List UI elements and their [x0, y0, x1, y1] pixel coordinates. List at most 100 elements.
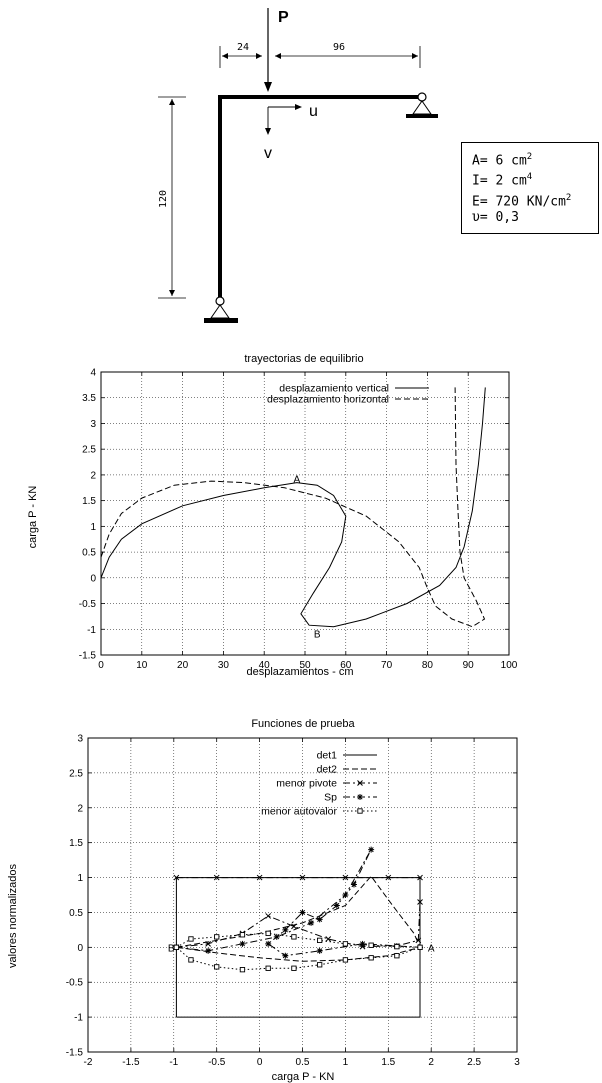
x-tick-label: 50: [299, 660, 311, 671]
chart-body: 0 10 20 30 40 50 60 70 80 90 100 -1.5 -1 -0.5 0 0.5 1 1.5…: [79, 368, 518, 672]
v-arrowhead: [265, 128, 271, 135]
data-point: [357, 808, 363, 814]
x-tick-label: 1: [343, 1057, 349, 1068]
data-point: [205, 940, 211, 947]
data-point: [265, 930, 271, 937]
series-3: [173, 846, 424, 959]
data-point: [317, 962, 323, 968]
x-tick-label: 0.5: [296, 1057, 310, 1068]
y-tick-label: 1.5: [69, 838, 83, 849]
legend-label: menor autovalor: [261, 806, 337, 818]
data-point: [188, 957, 194, 963]
y-tick-label: 2: [90, 470, 96, 481]
data-point: [394, 953, 400, 959]
chart-body: -2 -1.5 -1 -0.5 0 0.5 1 1.5 2 2.5 3-1.5-1-0.500.51…: [66, 734, 520, 1069]
dim-arrowhead: [169, 290, 175, 296]
data-point: [282, 926, 289, 933]
data-point: [291, 923, 297, 930]
series-0: [100, 387, 486, 628]
data-point: [265, 913, 272, 919]
x-tick-label: 0: [98, 660, 104, 671]
data-point: [308, 919, 315, 926]
dim-arrowhead: [275, 53, 281, 59]
data-point: [239, 940, 246, 947]
dim-height-label: 120: [158, 190, 169, 208]
dim-arrowhead: [169, 99, 175, 105]
series-line: [176, 849, 421, 957]
data-point: [265, 965, 271, 971]
data-point: [214, 964, 220, 970]
plot-frame: [100, 371, 510, 656]
x-tick-label: 0: [257, 1057, 263, 1068]
property-exponent: 2: [526, 152, 533, 162]
right-pin: [417, 92, 427, 102]
x-tick-label: 80: [422, 660, 434, 671]
x-tick-label: 20: [177, 660, 189, 671]
data-point: [316, 916, 323, 923]
load-arrowhead: [264, 82, 272, 92]
data-point: [256, 874, 263, 881]
series-line: [176, 875, 421, 962]
x-tick-label: 1.5: [381, 1057, 395, 1068]
legend-label: Sp: [324, 792, 337, 804]
bottom-pin: [215, 296, 225, 306]
dim-left-label: 24: [237, 42, 249, 53]
property-text: A= 6 cm: [472, 153, 527, 169]
x-tick-label: 70: [381, 660, 393, 671]
data-point: [299, 909, 306, 916]
equilibrium-chart: trayectorias de equilibrio desplazamient…: [27, 353, 518, 678]
data-point: [394, 943, 400, 950]
data-point: [239, 932, 246, 938]
x-tick-label: -1.5: [122, 1057, 140, 1068]
data-point: [417, 899, 423, 905]
data-point: [357, 794, 363, 800]
x-tick-label: 90: [463, 660, 475, 671]
y-tick-label: 2.5: [69, 768, 83, 779]
data-point: [368, 955, 374, 961]
data-point: [265, 940, 272, 947]
data-point: [368, 942, 374, 948]
data-point: [333, 902, 340, 909]
property-text: υ= 0,3: [472, 209, 519, 225]
y-tick-label: 0: [90, 573, 96, 584]
y-tick-label: -0.5: [79, 599, 97, 610]
x-tick-label: -0.5: [208, 1057, 226, 1068]
annotation-label: A: [428, 943, 435, 954]
legend: det1 det2 menor pivote Sp menor autovalor: [261, 750, 377, 818]
data-point: [273, 933, 280, 940]
data-point: [342, 874, 349, 881]
v-label: v: [264, 145, 272, 162]
data-point: [213, 874, 220, 881]
property-exponent: 4: [526, 172, 533, 183]
x-tick-label: 30: [218, 660, 230, 671]
data-point: [368, 846, 375, 853]
property-inertia: I= 2 cm4: [472, 169, 598, 189]
u-label: u: [309, 103, 318, 120]
data-point: [299, 874, 306, 881]
x-tick-label: -1: [169, 1057, 178, 1068]
x-axis-label: desplazamientos - cm: [247, 666, 354, 678]
data-point: [350, 881, 357, 888]
dim-right-label: 96: [333, 42, 345, 53]
y-tick-label: -0.5: [66, 978, 84, 989]
data-point: [173, 874, 180, 881]
series-line: [100, 387, 486, 628]
y-tick-label: -1.5: [79, 651, 97, 662]
data-point: [417, 874, 423, 881]
x-tick-label: 40: [259, 660, 271, 671]
y-axis-label: valores normalizados: [7, 864, 19, 968]
property-exponent: 2: [565, 192, 572, 203]
property-text: I= 2 cm: [472, 173, 527, 189]
legend-label: desplazamiento horizontal: [267, 394, 389, 406]
y-tick-label: 4: [90, 368, 96, 379]
chart-title: trayectorias de equilibrio: [244, 353, 363, 365]
legend-label: det1: [317, 750, 338, 762]
u-arrowhead: [295, 104, 302, 110]
annotation-label: A: [294, 475, 301, 486]
y-tick-label: 1: [77, 873, 83, 884]
data-point: [342, 957, 349, 963]
y-tick-label: -1: [74, 1013, 83, 1024]
legend-label: desplazamiento vertical: [279, 383, 389, 395]
data-point: [359, 940, 366, 947]
